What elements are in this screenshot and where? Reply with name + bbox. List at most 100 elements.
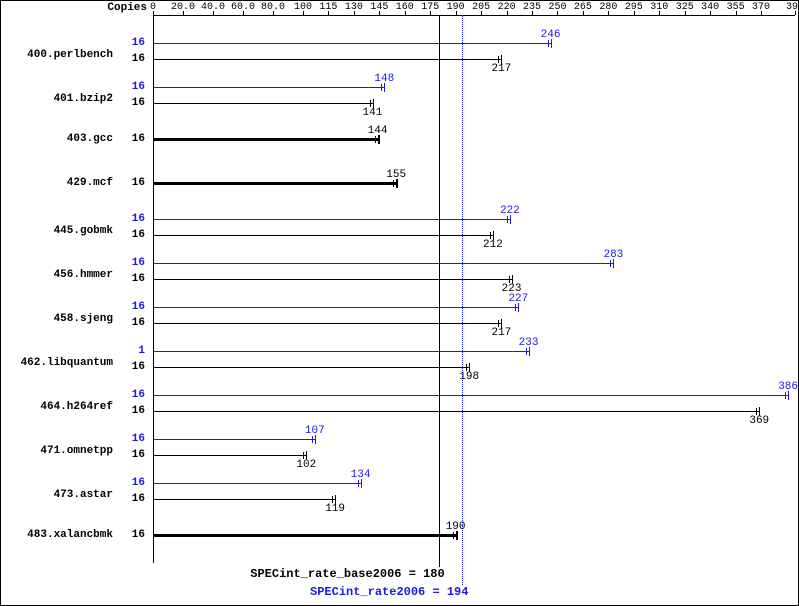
bar-value-label: 227 [508,293,528,305]
bar-value-label: 233 [519,337,539,349]
bar-line-peak [153,439,315,440]
bar-line-base [153,367,469,368]
bar-value-label: 222 [500,205,520,217]
copies-value: 16 [125,133,145,145]
ref-line-base [439,15,441,567]
bar-value-label: 217 [491,327,511,339]
bar-value-label: 144 [368,125,388,137]
bar-line-base [153,235,493,236]
axis-tick-label: 250 [548,2,566,13]
bar-line-base [153,534,456,537]
bar-line-peak [153,87,384,88]
bar-endcap-inner [509,276,510,283]
bar-line-peak [153,351,529,352]
axis-tick-label: 370 [752,2,770,13]
axis-tick-label: 280 [599,2,617,13]
axis-tick-label: 40.0 [201,2,225,13]
copies-value: 1 [125,345,145,357]
bar-endcap-inner [785,392,786,399]
bar-endcap-inner [498,320,499,327]
bar-line-base [153,138,378,141]
bar-endcap-inner [312,436,313,443]
axis-tick-label: 0 [150,2,156,13]
benchmark-label: 462.libquantum [3,357,113,369]
copies-header: Copies [107,2,147,14]
bar-value-label: 107 [305,425,325,437]
bar-value-label: 212 [483,239,503,251]
footer-peak-label: SPECint_rate2006 = 194 [310,585,468,599]
copies-value: 16 [125,177,145,189]
benchmark-label: 401.bzip2 [3,93,113,105]
copies-value: 16 [125,97,145,109]
copies-value: 16 [125,389,145,401]
bar-line-base [153,411,759,412]
bar-line-peak [153,395,788,396]
axis-tick-label: 80.0 [261,2,285,13]
axis-tick-label: 190 [447,2,465,13]
benchmark-label: 445.gobmk [3,225,113,237]
axis-tick-label: 175 [421,2,439,13]
bar-endcap-inner [332,496,333,503]
bar-endcap-inner [490,232,491,239]
copies-value: 16 [125,229,145,241]
axis-tick-label: 20.0 [171,2,195,13]
bar-endcap-inner [548,40,549,47]
bar-line-base [153,182,396,185]
bar-line-peak [153,263,613,264]
bar-endcap-inner [526,348,527,355]
copies-value: 16 [125,273,145,285]
bar-endcap-inner [507,216,508,223]
bar-endcap-inner [381,84,382,91]
bar-endcap-inner [370,100,371,107]
axis-tick-label: 115 [319,2,337,13]
bar-value-label: 198 [459,371,479,383]
bar-line-peak [153,219,510,220]
bar-value-label: 283 [603,249,623,261]
bar-endcap-inner [610,260,611,267]
bar-line-base [153,279,512,280]
copies-value: 16 [125,433,145,445]
axis-tick-label: 310 [650,2,668,13]
copies-value: 16 [125,529,145,541]
bar-endcap-inner [358,480,359,487]
benchmark-label: 403.gcc [3,133,113,145]
axis-tick-label: 355 [727,2,745,13]
bar-value-label: 246 [541,29,561,41]
axis-tick-label: 145 [370,2,388,13]
axis-line [153,15,795,16]
copies-value: 16 [125,361,145,373]
bar-value-label: 134 [351,469,371,481]
copies-value: 16 [125,257,145,269]
bar-value-label: 102 [296,459,316,471]
bar-value-label: 217 [491,63,511,75]
ref-line-peak [462,15,464,585]
copies-value: 16 [125,53,145,65]
benchmark-label: 473.astar [3,489,113,501]
copies-value: 16 [125,477,145,489]
bar-line-peak [153,307,518,308]
bar-line-base [153,323,501,324]
bar-value-label: 148 [374,73,394,85]
bar-value-label: 141 [363,107,383,119]
benchmark-label: 464.h264ref [3,401,113,413]
copies-value: 16 [125,81,145,93]
bar-value-label: 119 [325,503,345,515]
bar-line-base [153,59,501,60]
bar-value-label: 369 [749,415,769,427]
bar-endcap-inner [393,180,394,187]
axis-tick-label: 265 [574,2,592,13]
axis-tick-label: 100 [294,2,312,13]
benchmark-label: 456.hmmer [3,269,113,281]
benchmark-label: 471.omnetpp [3,445,113,457]
bar-endcap-inner [515,304,516,311]
axis-tick-label: 235 [523,2,541,13]
bar-endcap-inner [303,452,304,459]
axis-tick-label: 220 [498,2,516,13]
bar-endcap-inner [375,136,376,143]
benchmark-label: 429.mcf [3,177,113,189]
bar-line-peak [153,483,361,484]
spec-benchmark-chart: Copies020.040.060.080.010011513014516017… [0,0,799,606]
bar-value-label: 155 [386,169,406,181]
bar-value-label: 190 [446,521,466,533]
copies-value: 16 [125,301,145,313]
